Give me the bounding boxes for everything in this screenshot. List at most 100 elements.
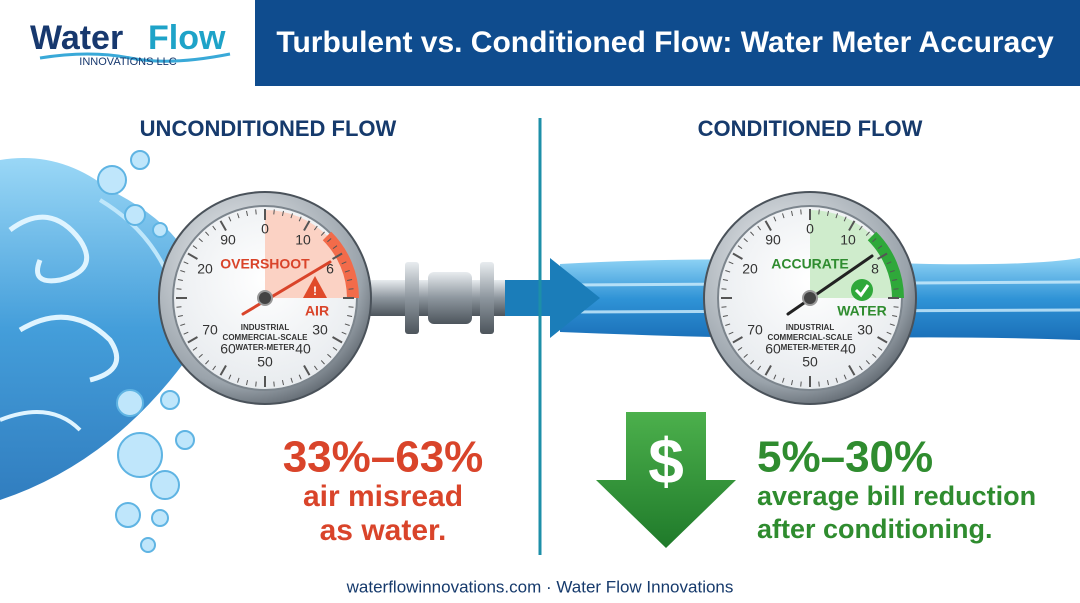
dial-label: 40 bbox=[840, 341, 856, 357]
logo-word: Flow bbox=[148, 19, 226, 57]
gauge-tick bbox=[237, 377, 240, 383]
gauge-zone bbox=[810, 210, 898, 298]
gauge-tick bbox=[737, 346, 743, 351]
gauge-zone-arc bbox=[322, 231, 359, 299]
gauge-tick bbox=[183, 261, 189, 265]
gauge-tick bbox=[344, 323, 350, 326]
pipe-connector bbox=[360, 262, 520, 334]
gauge-tick bbox=[826, 380, 829, 386]
gauge-tick bbox=[791, 380, 794, 386]
dial-label: 70 bbox=[202, 322, 218, 338]
gauge-tick bbox=[320, 231, 325, 236]
dial-label: 8 bbox=[871, 261, 879, 277]
gauge-tick bbox=[889, 323, 895, 326]
gauge-tick bbox=[877, 252, 888, 260]
dial-label: 20 bbox=[742, 261, 758, 277]
gauge-tick bbox=[332, 346, 338, 351]
gauge-tick bbox=[303, 220, 311, 231]
gauge-tick bbox=[198, 238, 203, 243]
gauge-tick bbox=[228, 374, 232, 380]
dial-label: 50 bbox=[802, 354, 818, 370]
gauge-tick bbox=[205, 231, 210, 236]
gauge-tick bbox=[773, 216, 777, 222]
gauge-tick bbox=[877, 245, 883, 250]
gauge-tick bbox=[313, 365, 318, 371]
gauge-tick bbox=[205, 360, 210, 365]
gauge-tick bbox=[177, 314, 183, 317]
gauge-tick bbox=[757, 365, 762, 371]
gauge-tick bbox=[298, 216, 302, 222]
gauge-tick bbox=[281, 210, 284, 216]
gauge-tick bbox=[743, 238, 748, 243]
gauge-tick bbox=[826, 210, 829, 216]
gauge-tick bbox=[722, 279, 728, 282]
dial-label: 70 bbox=[747, 322, 763, 338]
check-icon bbox=[851, 279, 873, 301]
gauge-tick bbox=[750, 360, 755, 365]
gauge-tick bbox=[728, 261, 734, 265]
gauge-tick bbox=[183, 331, 189, 335]
gauge-caption: INDUSTRIAL bbox=[241, 323, 290, 332]
gauge-tick bbox=[764, 365, 772, 376]
gauge-tick bbox=[327, 353, 332, 358]
gauge-tick bbox=[889, 270, 895, 273]
dial-label: 0 bbox=[806, 221, 814, 237]
gauge-tick bbox=[281, 380, 284, 386]
gauge-caption: INDUSTRIAL bbox=[786, 323, 835, 332]
gauge-tick bbox=[246, 210, 249, 216]
page-title: Turbulent vs. Conditioned Flow: Water Me… bbox=[276, 26, 1054, 59]
gauge-tick bbox=[818, 381, 820, 387]
gauge-tick bbox=[858, 365, 863, 371]
dial-label: 50 bbox=[257, 354, 273, 370]
gauge-tick bbox=[892, 279, 898, 282]
gauge-tick bbox=[843, 374, 847, 380]
dial-label: 0 bbox=[261, 221, 269, 237]
gauge-tick bbox=[721, 306, 727, 308]
dial-label: 60 bbox=[765, 341, 781, 357]
panel-heading: CONDITIONED FLOW bbox=[698, 116, 923, 141]
gauge-tick bbox=[865, 360, 870, 365]
gauge-caption: METER-METER bbox=[781, 343, 840, 352]
gauge-tick bbox=[180, 270, 186, 273]
gauge-tick bbox=[800, 209, 802, 215]
dial-label: 20 bbox=[197, 261, 213, 277]
gauge-tick bbox=[743, 353, 748, 358]
footer: waterflowinnovations.com · Water Flow In… bbox=[346, 577, 734, 596]
gauge-tick bbox=[757, 225, 762, 231]
gauge-needle bbox=[241, 260, 332, 316]
gauge-tick bbox=[892, 314, 898, 317]
gauge-tick bbox=[187, 336, 198, 344]
stat: 33%–63% bbox=[283, 433, 484, 482]
gauge-tick bbox=[255, 209, 257, 215]
dial-label: 40 bbox=[295, 341, 311, 357]
gauge-tick bbox=[737, 245, 743, 250]
gauge-tick bbox=[728, 331, 734, 335]
gauge-tick bbox=[886, 331, 892, 335]
logo-wave bbox=[39, 52, 231, 63]
dial-label: 6 bbox=[326, 261, 334, 277]
gauge-tick bbox=[327, 238, 332, 243]
gauge-status: OVERSHOOT bbox=[220, 256, 310, 272]
stat-description: after conditioning. bbox=[757, 514, 993, 544]
gauge-tick bbox=[893, 306, 899, 308]
gauge-tick bbox=[872, 238, 877, 243]
dial-label: 60 bbox=[220, 341, 236, 357]
gauge-tick bbox=[332, 245, 338, 250]
gauge-tick bbox=[348, 306, 354, 308]
flow-arrow bbox=[505, 258, 600, 338]
gauge-tick bbox=[818, 209, 820, 215]
gauge-tick bbox=[725, 323, 731, 326]
gauge-tick bbox=[722, 314, 728, 317]
gauge-tick bbox=[347, 314, 353, 317]
gauge-tick bbox=[865, 231, 870, 236]
dial-label: 30 bbox=[312, 322, 328, 338]
gauge-tick bbox=[773, 374, 777, 380]
gauge-tick bbox=[332, 336, 343, 344]
gauge-tick bbox=[843, 216, 847, 222]
panel-heading: UNCONDITIONED FLOW bbox=[140, 116, 397, 141]
gauge-zone bbox=[265, 210, 353, 298]
gauge-tick bbox=[303, 365, 311, 376]
